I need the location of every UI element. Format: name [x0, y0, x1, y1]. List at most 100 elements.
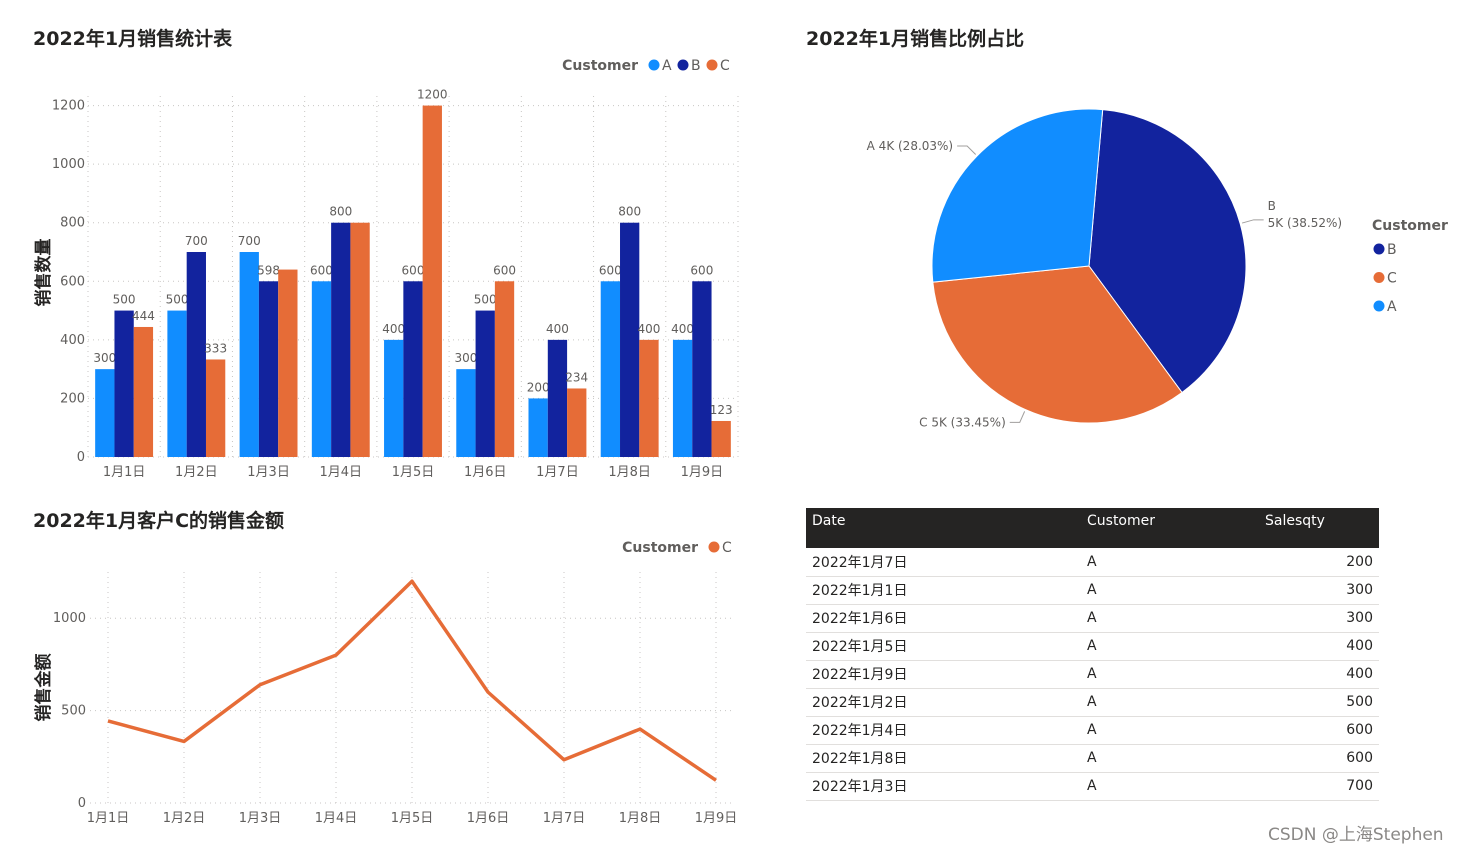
y-tick-label: 500 [61, 704, 86, 719]
y-tick-label: 0 [78, 796, 86, 811]
table-row: 2022年1月7日 A 200 [806, 548, 1379, 577]
cell-salesqty: 200 [1259, 548, 1379, 577]
cell-customer: A [1081, 744, 1259, 773]
cell-customer: A [1081, 716, 1259, 745]
sales-table: Date Customer Salesqty 2022年1月7日 A 200 2022… [806, 508, 1379, 801]
legend-item-C: C [1387, 271, 1397, 287]
cell-date: 2022年1月5日 [806, 632, 1081, 661]
y-tick-label: 1000 [52, 157, 85, 172]
cell-customer: A [1081, 548, 1259, 577]
y-tick-label: 1000 [53, 611, 86, 626]
bar-data-label: 700 [238, 234, 261, 248]
y-tick-label: 600 [60, 274, 85, 289]
bar-B [258, 281, 279, 457]
line-chart-title: 2022年1月客户C的销售金额 [33, 510, 285, 532]
cell-salesqty: 300 [1259, 576, 1379, 605]
cell-customer: A [1081, 604, 1259, 633]
bar-data-label: 600 [493, 263, 516, 277]
bar-data-label: 500 [474, 293, 497, 307]
pie-data-label: C 5K (33.45%) [919, 415, 1006, 429]
cell-date: 2022年1月1日 [806, 576, 1081, 605]
bar-data-label: 123 [710, 403, 733, 417]
legend-item-B: B [691, 58, 701, 74]
column-header-date[interactable]: Date [806, 508, 1081, 548]
bar-data-label: 598 [257, 263, 280, 277]
pie-legend: Customer BCA [1372, 218, 1448, 315]
x-tick-label: 1月6日 [467, 811, 510, 826]
table-body: 2022年1月7日 A 200 2022年1月1日 A 300 2022年1月6日 A 300 2… [806, 548, 1379, 801]
x-tick-label: 1月3日 [239, 811, 282, 826]
legend-marker [648, 59, 660, 71]
pie-data-label: B [1268, 199, 1276, 213]
x-tick-label: 1月4日 [315, 811, 358, 826]
bar-B [692, 281, 712, 457]
bar-A [95, 369, 115, 457]
bar-data-label: 800 [329, 205, 352, 219]
y-axis-title: 销售数量 [33, 239, 54, 307]
legend-marker [706, 59, 718, 71]
bar-A [456, 369, 476, 457]
pie-slice-A [931, 108, 1104, 283]
table-row: 2022年1月3日 A 700 [806, 772, 1379, 801]
table-row: 2022年1月4日 A 600 [806, 716, 1379, 745]
x-tick-label: 1月9日 [695, 811, 738, 826]
legend-title: Customer [622, 540, 698, 556]
bar-B [331, 222, 351, 457]
legend-marker [677, 59, 689, 71]
bar-data-label: 600 [310, 263, 333, 277]
x-tick-label: 1月9日 [681, 465, 724, 480]
x-tick-label: 1月4日 [320, 465, 363, 480]
pie-slice-B [1088, 109, 1247, 394]
bar-A [384, 339, 404, 457]
cell-salesqty: 500 [1259, 688, 1379, 717]
bar-B [475, 310, 495, 457]
bar-B [620, 222, 640, 457]
legend-item-B: B [1387, 242, 1397, 258]
cell-customer: A [1081, 632, 1259, 661]
bar-data-label: 500 [113, 293, 136, 307]
table-row: 2022年1月5日 A 400 [806, 632, 1379, 661]
cell-customer: A [1081, 772, 1259, 801]
bar-data-label: 700 [185, 234, 208, 248]
table-row: 2022年1月6日 A 300 [806, 604, 1379, 633]
bar-C [133, 326, 154, 457]
cell-date: 2022年1月9日 [806, 660, 1081, 689]
bar-data-label: 600 [402, 263, 425, 277]
y-tick-label: 400 [60, 333, 85, 348]
cell-date: 2022年1月2日 [806, 688, 1081, 717]
bar-data-label: 300 [454, 351, 477, 365]
legend-item-C: C [720, 58, 730, 74]
cell-salesqty: 700 [1259, 772, 1379, 801]
bar-B [114, 310, 134, 457]
bar-data-label: 1200 [417, 88, 448, 102]
table-row: 2022年1月1日 A 300 [806, 576, 1379, 605]
x-tick-label: 1月5日 [392, 465, 435, 480]
legend-marker [1373, 300, 1385, 312]
cell-salesqty: 300 [1259, 604, 1379, 633]
pie-chart: B 5K (38.52%) C 5K (33.45%) A 4K (28.03%) Cu… [867, 108, 1448, 429]
bar-data-label: 600 [599, 263, 622, 277]
pie-data-label: A 4K (28.03%) [867, 139, 953, 153]
x-tick-label: 1月3日 [247, 465, 290, 480]
bar-C [422, 105, 442, 458]
cell-customer: A [1081, 576, 1259, 605]
bar-B [547, 339, 568, 457]
bar-A [528, 398, 548, 457]
bar-A [600, 281, 621, 457]
bar-data-label: 800 [618, 205, 641, 219]
cell-salesqty: 400 [1259, 632, 1379, 661]
cell-salesqty: 400 [1259, 660, 1379, 689]
column-header-customer[interactable]: Customer [1081, 508, 1259, 548]
legend-marker [708, 541, 720, 553]
line-chart: 0 500 1000 1月1日 1月2日 1月3日 1月4日 1月5日 1月6日 1月7日 1月8日… [33, 540, 738, 826]
legend-marker [1373, 272, 1385, 283]
legend-title: Customer [1372, 218, 1448, 234]
cell-date: 2022年1月6日 [806, 604, 1081, 633]
legend-item-C: C [722, 540, 732, 556]
table-row: 2022年1月2日 A 500 [806, 688, 1379, 717]
x-tick-label: 1月2日 [175, 465, 218, 480]
cell-salesqty: 600 [1259, 716, 1379, 745]
column-header-salesqty[interactable]: Salesqty [1259, 508, 1379, 548]
legend-marker [1373, 243, 1385, 255]
y-tick-label: 1200 [52, 99, 85, 114]
